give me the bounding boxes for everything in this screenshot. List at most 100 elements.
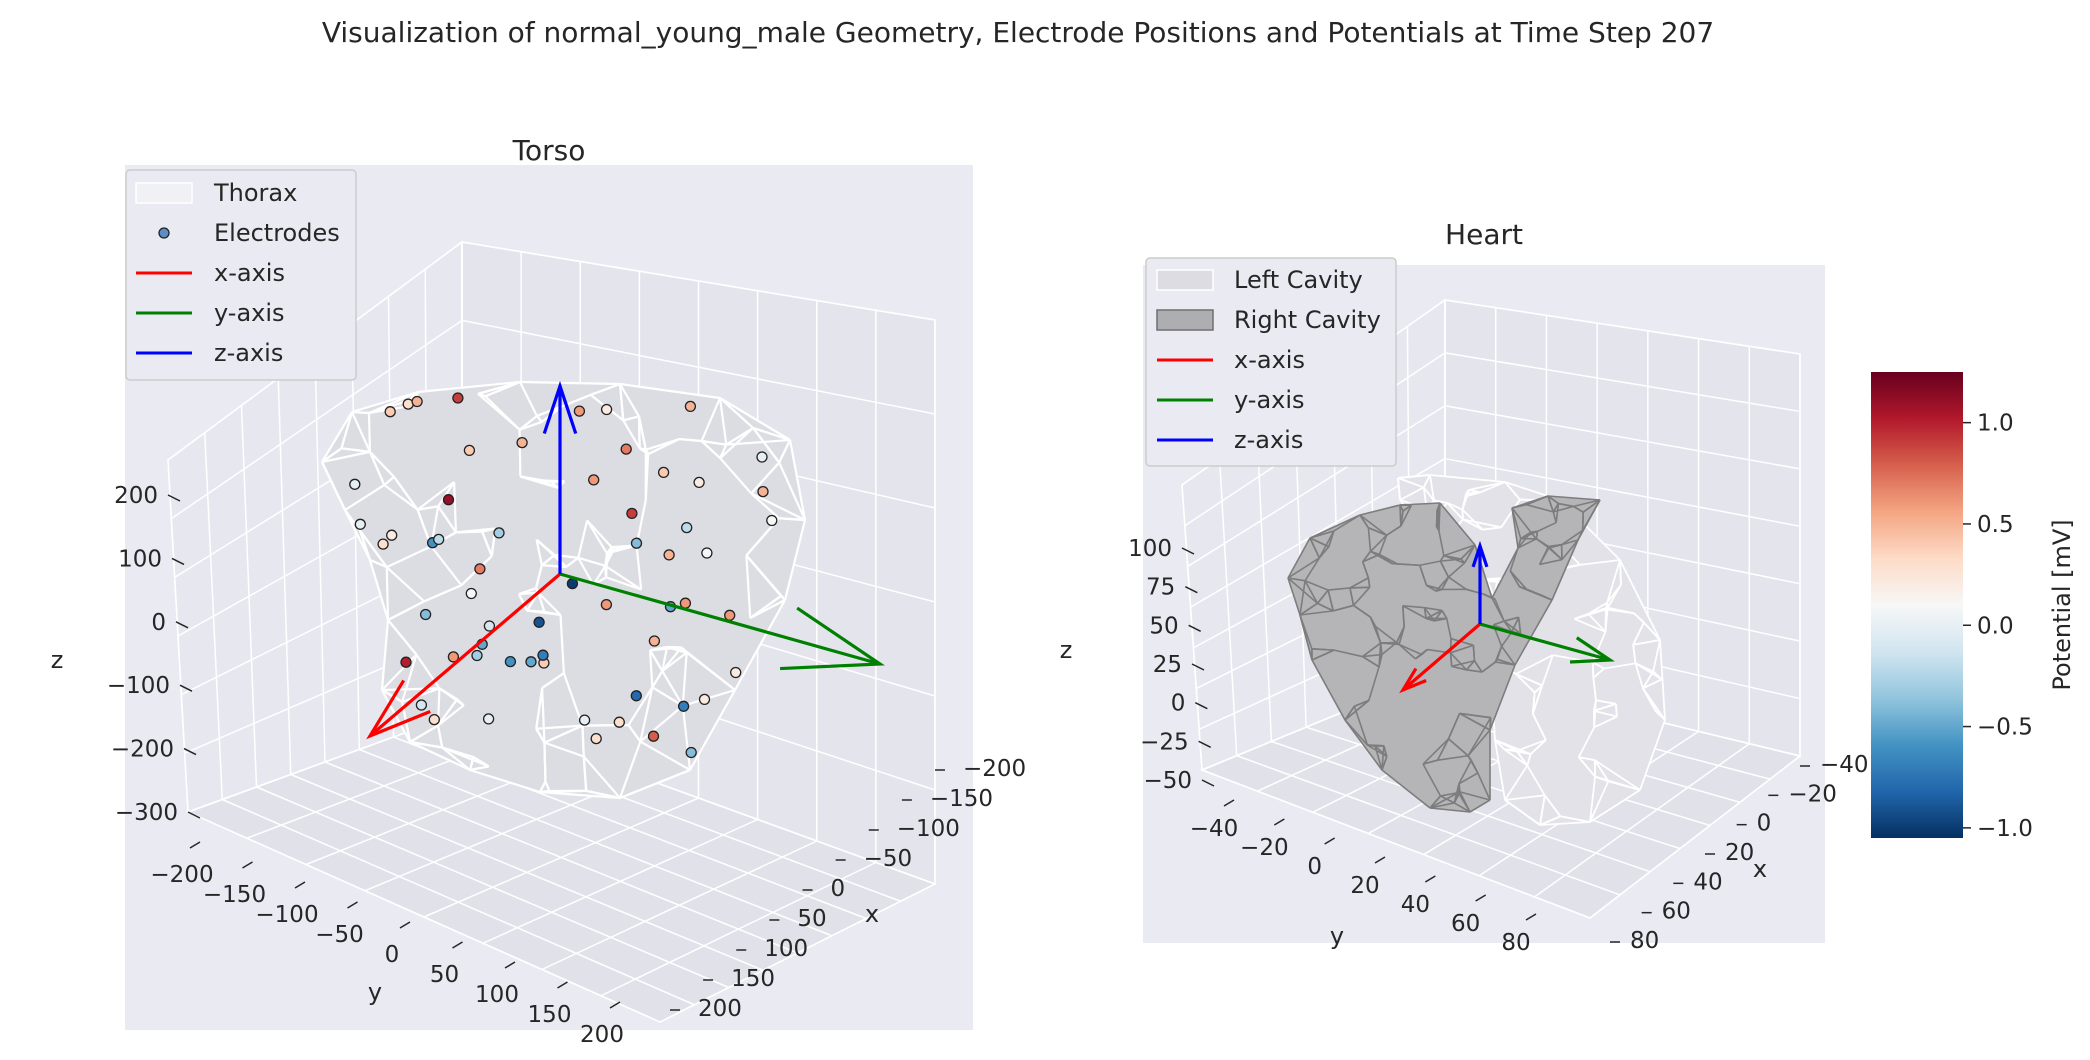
mesh-edge bbox=[1429, 791, 1459, 809]
mesh-edge bbox=[1429, 807, 1471, 813]
mesh-edge bbox=[1593, 715, 1618, 729]
mesh-edge bbox=[1333, 649, 1363, 658]
mesh-edge bbox=[701, 439, 727, 446]
mesh-edge bbox=[745, 555, 752, 619]
mesh-edge bbox=[1383, 745, 1388, 757]
electrode-point bbox=[349, 478, 361, 490]
grid-line bbox=[1444, 352, 1801, 413]
mesh-edge bbox=[1547, 495, 1601, 501]
mesh-edge bbox=[592, 565, 607, 586]
mesh-edge bbox=[321, 447, 343, 463]
mesh-edge bbox=[1349, 586, 1370, 589]
mesh-edge bbox=[586, 519, 613, 548]
heart-legend-label: Left Cavity bbox=[1234, 266, 1363, 294]
electrode-point bbox=[613, 716, 625, 728]
mesh-edge bbox=[1579, 559, 1621, 566]
mesh-edge bbox=[1531, 685, 1544, 714]
tick-label: 75 bbox=[1146, 575, 1175, 601]
mesh-edge bbox=[1400, 510, 1404, 527]
electrode-point bbox=[578, 714, 591, 726]
electrode-point bbox=[525, 656, 537, 668]
mesh-edge bbox=[1516, 750, 1528, 766]
tick-mark bbox=[609, 1001, 621, 1009]
torso-x-arrow-head bbox=[366, 679, 431, 740]
mesh-edge bbox=[1299, 580, 1306, 616]
mesh-edge bbox=[1503, 620, 1522, 635]
mesh-edge bbox=[436, 725, 444, 748]
mesh-edge bbox=[1333, 514, 1361, 532]
torso-legend-label: Electrodes bbox=[214, 219, 340, 247]
torso-electrodes bbox=[349, 392, 778, 759]
heart-x-arrow bbox=[1401, 622, 1482, 692]
mesh-edge bbox=[469, 765, 489, 772]
mesh-edge bbox=[1614, 703, 1618, 717]
mesh-edge bbox=[1515, 673, 1536, 694]
mesh-edge bbox=[1362, 655, 1380, 668]
tick-label: 60 bbox=[1451, 911, 1480, 937]
mesh-edge bbox=[1593, 700, 1597, 728]
mesh-edge bbox=[1560, 815, 1591, 823]
tick-label: 100 bbox=[764, 936, 808, 962]
mesh-edge bbox=[1451, 665, 1467, 671]
tick-label: 80 bbox=[1630, 928, 1659, 954]
electrode-point bbox=[452, 392, 464, 404]
mesh-edge bbox=[1539, 821, 1591, 826]
mesh-edge bbox=[750, 492, 806, 521]
tick-mark bbox=[1273, 818, 1285, 826]
tick-label: 0 bbox=[1171, 691, 1186, 717]
heart-legend-label: z-axis bbox=[1234, 426, 1303, 454]
mesh-edge bbox=[1608, 780, 1641, 791]
mesh-edge bbox=[1517, 617, 1522, 634]
mesh-edge bbox=[1466, 669, 1483, 673]
mesh-edge bbox=[441, 746, 471, 771]
mesh-edge bbox=[1592, 677, 1597, 701]
tick-mark bbox=[1525, 913, 1537, 921]
mesh-edge bbox=[1539, 815, 1561, 826]
heart-legend-entry-y-axis: y-axis bbox=[1157, 386, 1305, 414]
tick-mark bbox=[189, 841, 201, 849]
mesh-edge bbox=[1589, 780, 1610, 823]
mesh-edge bbox=[1354, 699, 1370, 707]
mesh-edge bbox=[1573, 505, 1584, 513]
mesh-edge bbox=[1445, 618, 1452, 639]
electrode-point bbox=[756, 451, 768, 463]
mesh-edge bbox=[1459, 791, 1491, 801]
mesh-edge bbox=[1299, 610, 1334, 616]
mesh-edge bbox=[1561, 539, 1579, 546]
mesh-edge bbox=[1450, 644, 1474, 654]
tick-label: −200 bbox=[150, 862, 213, 888]
electrode-point bbox=[463, 444, 476, 457]
tick-label: −300 bbox=[115, 800, 178, 826]
mesh-edge bbox=[689, 689, 736, 771]
mesh-edge bbox=[1381, 745, 1385, 771]
colorbar-label: Potential [mV] bbox=[2048, 519, 2076, 690]
mesh-edge bbox=[1349, 587, 1355, 606]
torso-legend-box bbox=[125, 169, 357, 381]
heart-legend-label: Right Cavity bbox=[1234, 306, 1381, 334]
mesh-edge bbox=[1504, 481, 1521, 501]
mesh-edge bbox=[1592, 667, 1605, 679]
mesh-edge bbox=[535, 728, 546, 744]
mesh-edge bbox=[539, 790, 621, 800]
mesh-edge bbox=[1578, 756, 1595, 762]
mesh-edge bbox=[1587, 601, 1608, 615]
tick-label: −100 bbox=[897, 816, 960, 842]
mesh-edge bbox=[1367, 577, 1371, 588]
colorbar-gradient bbox=[1871, 372, 1963, 838]
grid-line bbox=[240, 405, 258, 788]
mesh-edge bbox=[1369, 616, 1382, 644]
mesh-edge bbox=[1397, 477, 1425, 489]
colorbar-tick-label: −1.0 bbox=[1977, 816, 2033, 842]
mesh-edge bbox=[1539, 795, 1546, 826]
mesh-edge bbox=[359, 530, 372, 561]
tick-mark bbox=[452, 941, 463, 949]
mesh-edge bbox=[1592, 661, 1605, 670]
mesh-edge bbox=[1555, 503, 1560, 523]
heart-legend-entry-x-axis: x-axis bbox=[1157, 346, 1305, 374]
mesh-edge bbox=[541, 672, 565, 689]
electrode-marker-icon bbox=[158, 227, 170, 239]
mesh-edge bbox=[778, 462, 807, 521]
mesh-edge bbox=[1460, 558, 1466, 564]
mesh-edge bbox=[537, 591, 562, 616]
electrode-point bbox=[354, 518, 366, 530]
